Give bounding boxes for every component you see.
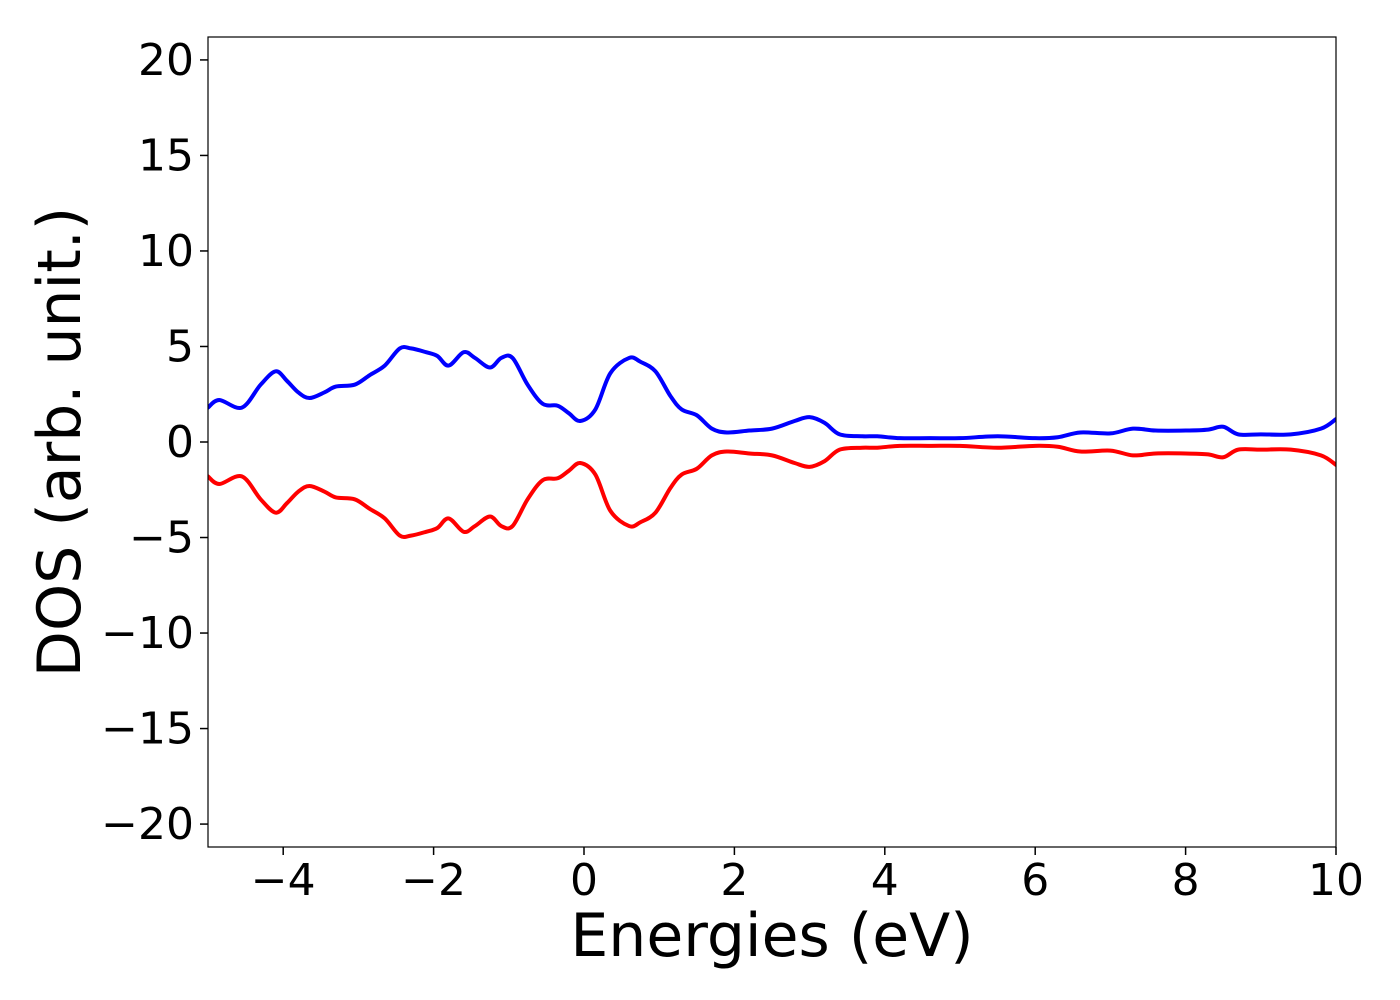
y-axis-ticks: 20 15 10 5 0 −5 −10 −15 −20: [101, 35, 208, 850]
y-tick-label: −10: [101, 608, 194, 659]
y-tick-label: 5: [166, 321, 194, 372]
dos-spin-down-line: [208, 443, 1336, 540]
x-tick-label: 2: [720, 855, 748, 906]
y-axis-label: DOS (arb. unit.): [25, 207, 95, 677]
y-tick-label: −20: [101, 799, 194, 850]
y-tick-label: 10: [138, 226, 194, 277]
x-axis-label: Energies (eV): [570, 901, 973, 971]
y-tick-label: 15: [138, 130, 194, 181]
y-tick-label: 20: [138, 35, 194, 86]
y-tick-label: −5: [129, 513, 194, 564]
x-tick-label: 4: [871, 855, 899, 906]
x-tick-label: 10: [1308, 855, 1364, 906]
x-tick-label: −4: [251, 855, 316, 906]
y-tick-label: 0: [166, 417, 194, 468]
plot-frame: [207, 36, 1337, 848]
x-tick-label: −2: [401, 855, 466, 906]
series-layer: [208, 344, 1336, 540]
y-tick-label: −15: [101, 704, 194, 755]
x-tick-label: 6: [1021, 855, 1049, 906]
x-axis-ticks: −4 −2 0 2 4 6 8 10: [251, 847, 1364, 906]
x-tick-label: 0: [570, 855, 598, 906]
x-tick-label: 8: [1172, 855, 1200, 906]
dos-spin-up-line: [208, 344, 1336, 441]
